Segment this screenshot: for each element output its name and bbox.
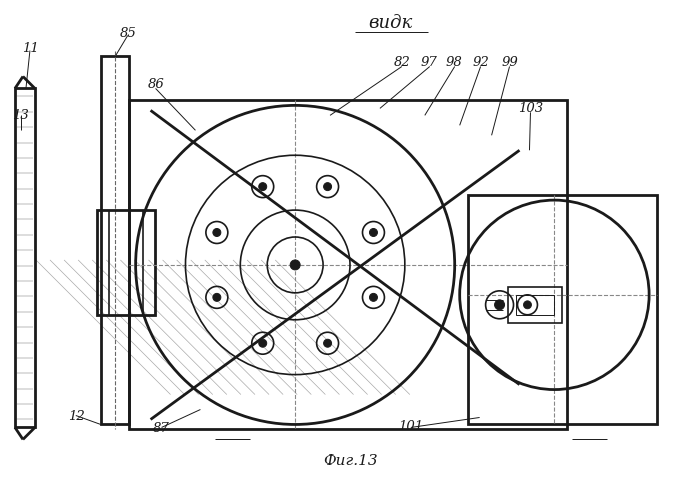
Bar [129, 101, 568, 430]
Circle shape [495, 300, 505, 310]
Text: Фиг.13: Фиг.13 [323, 455, 377, 468]
Circle shape [370, 228, 377, 237]
Bar [96, 210, 154, 315]
Bar [468, 195, 657, 424]
Circle shape [370, 293, 377, 301]
Bar [507, 287, 563, 323]
Circle shape [259, 339, 267, 347]
Text: 12: 12 [68, 410, 85, 422]
Circle shape [213, 228, 221, 237]
Circle shape [259, 182, 267, 191]
Circle shape [324, 339, 331, 347]
Text: 103: 103 [518, 102, 543, 114]
Text: 11: 11 [22, 42, 38, 55]
Bar [101, 56, 129, 424]
Bar [516, 295, 554, 315]
Text: 92: 92 [472, 57, 489, 69]
Text: 101: 101 [398, 420, 424, 433]
Text: 82: 82 [394, 57, 410, 69]
Text: 87: 87 [153, 422, 170, 434]
Circle shape [213, 293, 221, 301]
Circle shape [324, 182, 331, 191]
Bar [15, 89, 35, 427]
Circle shape [290, 260, 300, 270]
Text: 98: 98 [446, 57, 463, 69]
Text: 85: 85 [120, 27, 136, 40]
Text: видк: видк [368, 13, 412, 32]
Text: 99: 99 [501, 57, 518, 69]
Text: 86: 86 [147, 78, 164, 91]
Text: 13: 13 [12, 109, 29, 122]
Text: 97: 97 [421, 57, 438, 69]
Circle shape [524, 301, 531, 309]
